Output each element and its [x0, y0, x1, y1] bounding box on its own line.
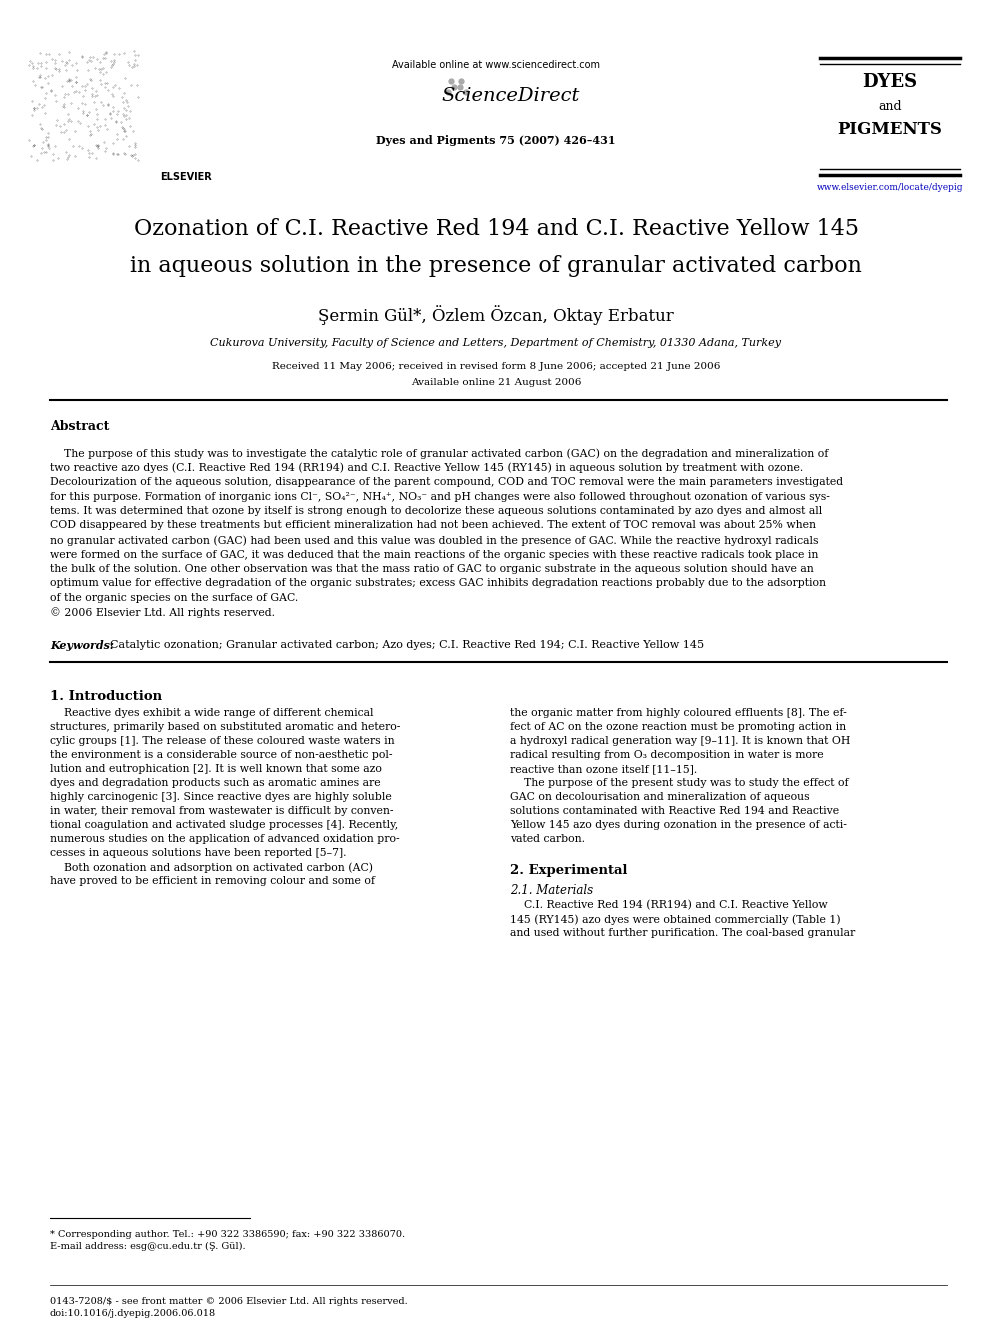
Text: and used without further purification. The coal-based granular: and used without further purification. T…: [510, 927, 855, 938]
Text: ScienceDirect: ScienceDirect: [441, 87, 580, 105]
Text: www.elsevier.com/locate/dyepig: www.elsevier.com/locate/dyepig: [816, 183, 963, 192]
Text: Dyes and Pigments 75 (2007) 426–431: Dyes and Pigments 75 (2007) 426–431: [376, 135, 616, 146]
Text: fect of AC on the ozone reaction must be promoting action in: fect of AC on the ozone reaction must be…: [510, 722, 846, 732]
Text: E-mail address: esg@cu.edu.tr (Ş. Gül).: E-mail address: esg@cu.edu.tr (Ş. Gül).: [50, 1242, 246, 1252]
Text: Şermin Gül*, Özlem Özcan, Oktay Erbatur: Şermin Gül*, Özlem Özcan, Oktay Erbatur: [318, 306, 674, 325]
Text: for this purpose. Formation of inorganic ions Cl⁻, SO₄²⁻, NH₄⁺, NO₃⁻ and pH chan: for this purpose. Formation of inorganic…: [50, 492, 830, 501]
Text: Ozonation of C.I. Reactive Red 194 and C.I. Reactive Yellow 145: Ozonation of C.I. Reactive Red 194 and C…: [134, 218, 858, 239]
Text: © 2006 Elsevier Ltd. All rights reserved.: © 2006 Elsevier Ltd. All rights reserved…: [50, 607, 275, 618]
Text: GAC on decolourisation and mineralization of aqueous: GAC on decolourisation and mineralizatio…: [510, 792, 809, 802]
Text: COD disappeared by these treatments but efficient mineralization had not been ac: COD disappeared by these treatments but …: [50, 520, 816, 531]
Text: and: and: [878, 99, 902, 112]
Text: the bulk of the solution. One other observation was that the mass ratio of GAC t: the bulk of the solution. One other obse…: [50, 564, 813, 574]
Text: Received 11 May 2006; received in revised form 8 June 2006; accepted 21 June 200: Received 11 May 2006; received in revise…: [272, 363, 720, 370]
Text: were formed on the surface of GAC, it was deduced that the main reactions of the: were formed on the surface of GAC, it wa…: [50, 549, 818, 560]
Text: solutions contaminated with Reactive Red 194 and Reactive: solutions contaminated with Reactive Red…: [510, 806, 839, 816]
Text: C.I. Reactive Red 194 (RR194) and C.I. Reactive Yellow: C.I. Reactive Red 194 (RR194) and C.I. R…: [510, 900, 827, 910]
Text: The purpose of the present study was to study the effect of: The purpose of the present study was to …: [510, 778, 848, 789]
Text: lution and eutrophication [2]. It is well known that some azo: lution and eutrophication [2]. It is wel…: [50, 763, 382, 774]
Text: two reactive azo dyes (C.I. Reactive Red 194 (RR194) and C.I. Reactive Yellow 14: two reactive azo dyes (C.I. Reactive Red…: [50, 463, 804, 474]
Text: Available online at www.sciencedirect.com: Available online at www.sciencedirect.co…: [392, 60, 600, 70]
Text: Cukurova University, Faculty of Science and Letters, Department of Chemistry, 01: Cukurova University, Faculty of Science …: [210, 337, 782, 348]
Text: Both ozonation and adsorption on activated carbon (AC): Both ozonation and adsorption on activat…: [50, 863, 373, 873]
Text: structures, primarily based on substituted aromatic and hetero-: structures, primarily based on substitut…: [50, 722, 401, 732]
Text: tional coagulation and activated sludge processes [4]. Recently,: tional coagulation and activated sludge …: [50, 820, 398, 830]
Text: have proved to be efficient in removing colour and some of: have proved to be efficient in removing …: [50, 876, 375, 886]
Text: Reactive dyes exhibit a wide range of different chemical: Reactive dyes exhibit a wide range of di…: [50, 708, 374, 718]
Text: Catalytic ozonation; Granular activated carbon; Azo dyes; C.I. Reactive Red 194;: Catalytic ozonation; Granular activated …: [110, 640, 704, 650]
Text: cylic groups [1]. The release of these coloured waste waters in: cylic groups [1]. The release of these c…: [50, 736, 395, 746]
Text: in aqueous solution in the presence of granular activated carbon: in aqueous solution in the presence of g…: [130, 255, 862, 277]
Text: 0143-7208/$ - see front matter © 2006 Elsevier Ltd. All rights reserved.: 0143-7208/$ - see front matter © 2006 El…: [50, 1297, 408, 1306]
Text: cesses in aqueous solutions have been reported [5–7].: cesses in aqueous solutions have been re…: [50, 848, 346, 859]
Text: doi:10.1016/j.dyepig.2006.06.018: doi:10.1016/j.dyepig.2006.06.018: [50, 1308, 216, 1318]
Text: The purpose of this study was to investigate the catalytic role of granular acti: The purpose of this study was to investi…: [50, 448, 828, 459]
Text: Abstract: Abstract: [50, 419, 109, 433]
Text: 145 (RY145) azo dyes were obtained commercially (Table 1): 145 (RY145) azo dyes were obtained comme…: [510, 914, 840, 925]
Text: reactive than ozone itself [11–15].: reactive than ozone itself [11–15].: [510, 763, 697, 774]
Text: PIGMENTS: PIGMENTS: [837, 122, 942, 139]
Text: dyes and degradation products such as aromatic amines are: dyes and degradation products such as ar…: [50, 778, 381, 789]
Text: Keywords:: Keywords:: [50, 640, 118, 651]
Text: a hydroxyl radical generation way [9–11]. It is known that OH: a hydroxyl radical generation way [9–11]…: [510, 736, 850, 746]
Text: no granular activated carbon (GAC) had been used and this value was doubled in t: no granular activated carbon (GAC) had b…: [50, 534, 818, 545]
Text: the organic matter from highly coloured effluents [8]. The ef-: the organic matter from highly coloured …: [510, 708, 847, 718]
Text: optimum value for effective degradation of the organic substrates; excess GAC in: optimum value for effective degradation …: [50, 578, 826, 589]
Text: of the organic species on the surface of GAC.: of the organic species on the surface of…: [50, 593, 299, 603]
Text: 2.1. Materials: 2.1. Materials: [510, 884, 593, 897]
Text: radical resulting from O₃ decomposition in water is more: radical resulting from O₃ decomposition …: [510, 750, 823, 759]
Text: * Corresponding author. Tel.: +90 322 3386590; fax: +90 322 3386070.: * Corresponding author. Tel.: +90 322 33…: [50, 1230, 405, 1240]
Text: tems. It was determined that ozone by itself is strong enough to decolorize thes: tems. It was determined that ozone by it…: [50, 505, 822, 516]
Text: Yellow 145 azo dyes during ozonation in the presence of acti-: Yellow 145 azo dyes during ozonation in …: [510, 820, 847, 830]
Text: the environment is a considerable source of non-aesthetic pol-: the environment is a considerable source…: [50, 750, 393, 759]
Text: highly carcinogenic [3]. Since reactive dyes are highly soluble: highly carcinogenic [3]. Since reactive …: [50, 792, 392, 802]
Text: DYES: DYES: [862, 73, 918, 91]
Text: 1. Introduction: 1. Introduction: [50, 691, 162, 703]
Text: in water, their removal from wastewater is difficult by conven-: in water, their removal from wastewater …: [50, 806, 394, 816]
Text: Available online 21 August 2006: Available online 21 August 2006: [411, 378, 581, 388]
Text: ELSEVIER: ELSEVIER: [160, 172, 212, 183]
Text: numerous studies on the application of advanced oxidation pro-: numerous studies on the application of a…: [50, 833, 400, 844]
Text: Decolourization of the aqueous solution, disappearance of the parent compound, C: Decolourization of the aqueous solution,…: [50, 478, 843, 487]
Text: 2. Experimental: 2. Experimental: [510, 864, 628, 877]
Text: vated carbon.: vated carbon.: [510, 833, 585, 844]
